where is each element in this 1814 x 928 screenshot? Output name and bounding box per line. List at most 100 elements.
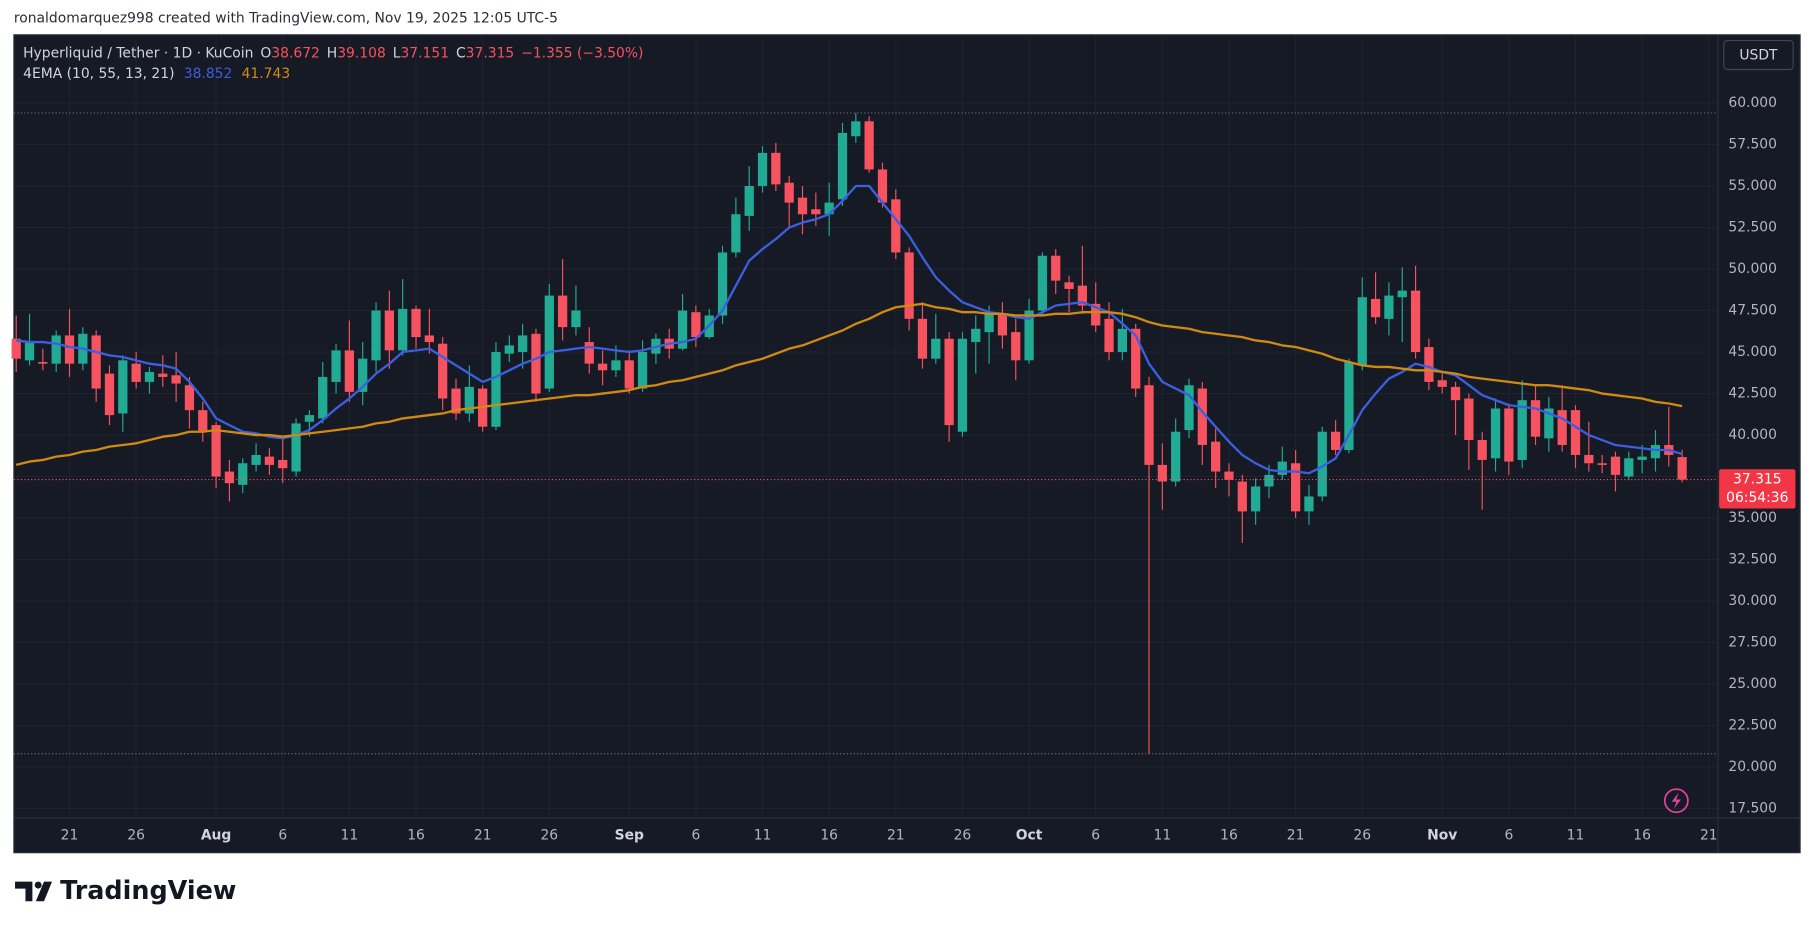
candle-body [531,333,541,394]
candle-body [997,313,1008,336]
price-label-box [1719,469,1796,509]
candle-body [464,386,474,414]
candle-body [1077,285,1088,306]
candle-body [1464,398,1474,441]
candle-body [1330,431,1341,450]
x-tick-label: 11 [754,827,772,843]
ohlc-label: L [393,45,401,61]
currency[interactable]: USDT [1739,48,1778,64]
ohlc-label: O [260,45,271,61]
y-tick-label: 40.000 [1728,427,1777,443]
candle-body [1064,282,1074,289]
candle-body [398,308,408,351]
candle-body [931,338,941,359]
ohlc-label: C [456,45,466,61]
candle-body [291,423,301,472]
y-tick-label: 55.000 [1728,178,1777,194]
x-tick-label: 26 [954,827,972,843]
candle-body [1357,297,1367,366]
candle-body [1370,298,1381,318]
x-tick-label: 21 [1700,827,1718,843]
brand-logo [15,881,53,902]
candle-body [1290,463,1301,512]
candle-body [624,360,634,389]
y-tick-label: 32.500 [1728,552,1777,568]
candle-body [1490,408,1501,459]
alert-circle[interactable] [1663,788,1689,814]
x-tick-label: 16 [407,827,425,843]
candle-body [944,338,954,426]
price-label: 37.315 [1733,472,1782,488]
candle-body [557,295,568,328]
candle-body [438,343,448,399]
symbol: Hyperliquid / Tether · 1D · KuCoin [23,45,253,61]
candle-body [1184,385,1194,431]
ohlc-label: H [327,45,337,61]
candle-body [318,376,328,419]
candle-body [51,335,61,364]
x-tick-label: Oct [1016,827,1043,843]
candle-body [331,350,341,382]
y-tick-label: 60.000 [1728,95,1777,111]
ohlc-value: 37.151 [400,45,449,61]
candle-body [238,463,248,485]
candle-body [1384,295,1394,319]
candle-body [1584,454,1594,464]
candle-body [1277,461,1287,475]
candle-body [1544,408,1554,439]
candle-body [611,360,621,371]
candle-body [744,186,754,216]
candle-body [1557,410,1567,445]
alert-bolt[interactable] [1671,792,1681,809]
x-tick-label: 11 [1567,827,1585,843]
candle-body [771,152,781,185]
candle-body [1477,440,1487,460]
x-tick-label: 26 [540,827,558,843]
x-tick-label: 21 [61,827,79,843]
candle-body [504,345,514,354]
candle-body [91,335,101,389]
y-tick-label: 20.000 [1728,759,1777,775]
candle-body [691,312,701,338]
plot [11,34,1718,819]
candle-body [1570,410,1581,455]
candle-body [1317,431,1327,497]
alert-icon[interactable] [1663,788,1689,814]
candle-body [518,335,528,353]
candle-body [1264,474,1274,487]
candle-body [1051,255,1061,281]
candle-body [824,202,834,215]
candle-body [1011,332,1021,361]
candle-body [384,310,394,351]
ohlc-value: 39.108 [337,45,386,61]
ohlc-value: 38.672 [271,45,320,61]
candle-body [451,388,461,414]
candle-body [1424,347,1434,382]
candle-body [544,295,554,389]
candle-body [1610,456,1621,475]
x-tick-label: 21 [887,827,905,843]
y-tick-label: 17.500 [1728,801,1777,817]
candle-body [1397,290,1407,298]
ema-line [15,302,1683,467]
candle-body [424,335,434,343]
candle-body [597,363,608,371]
candle-body [1117,328,1127,353]
candle-body [1677,457,1687,480]
candle-body [104,373,115,416]
candle-body [1624,458,1634,477]
candle-body [1037,255,1048,311]
change: −1.355 (−3.50%) [521,45,643,61]
candle-body [1504,408,1514,462]
y-tick-label: 25.000 [1728,676,1777,692]
candle-body [731,214,741,253]
candle-body [784,182,794,203]
candle-body [864,121,874,170]
candle-body [677,310,688,349]
candle-body [1450,386,1461,401]
candle-body [278,459,288,469]
candle-body [984,313,994,333]
x-tick-label: 11 [341,827,359,843]
candle-body [1224,471,1234,480]
currency-button[interactable] [1723,40,1794,71]
